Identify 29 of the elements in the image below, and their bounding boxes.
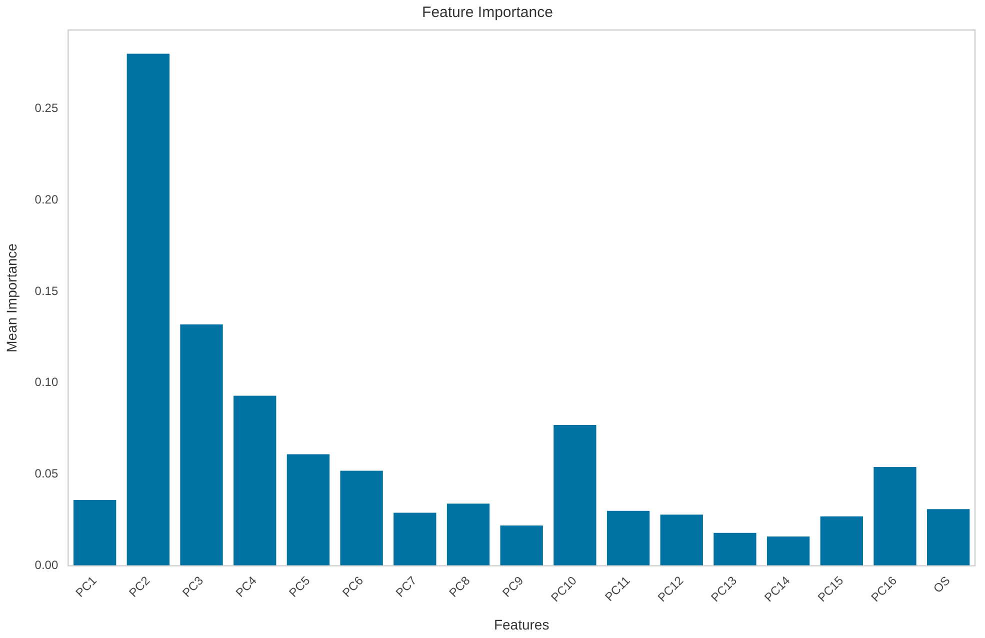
bar — [394, 512, 436, 566]
bar — [234, 396, 276, 566]
bar — [606, 510, 650, 566]
bar — [286, 454, 330, 566]
bar — [180, 324, 223, 566]
y-tick-label: 0.00 — [34, 558, 58, 572]
y-tick-label: 0.15 — [34, 284, 58, 298]
y-tick-label: 0.10 — [34, 375, 58, 390]
y-tick-label: 0.20 — [34, 192, 58, 206]
bar — [820, 516, 863, 566]
bar — [73, 500, 116, 566]
y-axis-title: Mean Importance — [3, 243, 20, 352]
y-tick-label: 0.05 — [34, 466, 58, 481]
bar — [340, 470, 383, 566]
x-tick-label: PC9 — [500, 573, 526, 600]
x-axis-title: Features — [494, 616, 550, 632]
bar — [554, 424, 596, 566]
x-tick-label: OS — [930, 573, 953, 596]
y-tick-label: 0.25 — [34, 100, 58, 115]
chart-title: Feature Importance — [422, 4, 553, 22]
bar — [874, 467, 916, 566]
bar — [766, 536, 810, 566]
bar — [500, 526, 543, 566]
x-tick-label: PC1 — [72, 573, 100, 600]
bar — [926, 509, 970, 566]
bar — [660, 514, 703, 566]
bar — [714, 532, 756, 566]
bar — [126, 54, 170, 566]
bar — [446, 504, 490, 566]
